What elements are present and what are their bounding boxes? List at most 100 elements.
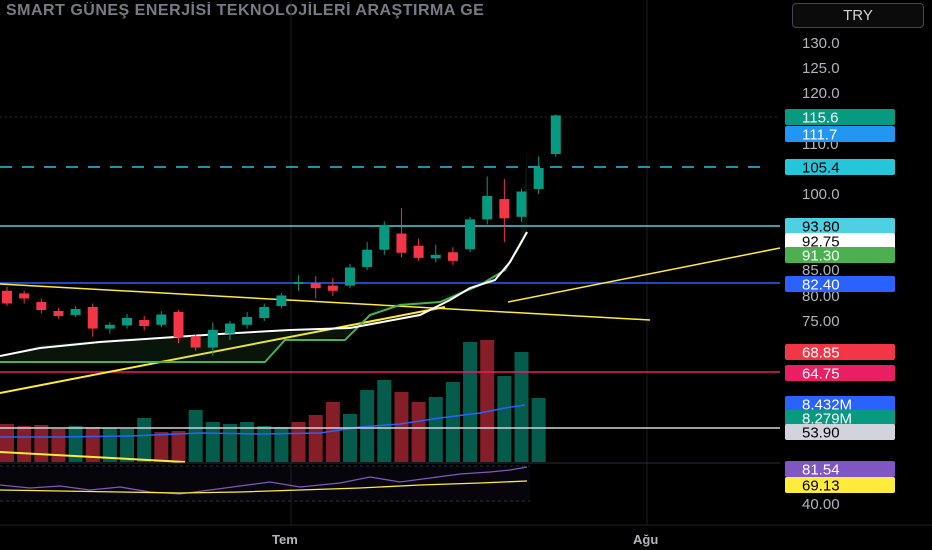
osc-main-line (0, 466, 528, 495)
candle (310, 276, 321, 299)
price-tag: 93.80 (785, 218, 895, 236)
candle-body (207, 329, 218, 348)
price-tag-bg (785, 218, 895, 234)
price-tag: 64.75 (785, 365, 895, 383)
price-tag-label: 8.279M (802, 411, 852, 428)
volume-bar (291, 422, 306, 462)
candle-body (516, 191, 527, 217)
osc-signal-line (0, 480, 528, 494)
candle-body (293, 281, 304, 285)
candle (327, 277, 338, 296)
price-tag-label: 93.80 (802, 219, 840, 236)
price-tag-label: 91.30 (802, 248, 840, 265)
candle (276, 292, 287, 309)
price-tick-label: 120.0 (802, 85, 840, 102)
price-tag-label: 64.75 (802, 366, 840, 383)
candle (345, 263, 355, 289)
candle (104, 322, 115, 334)
volume-ma-line (0, 404, 526, 438)
candle-body (53, 311, 64, 316)
price-tag-label: 111.7 (802, 127, 837, 144)
volume-bar (17, 426, 32, 462)
candle (362, 242, 373, 270)
price-tag-bg (785, 477, 895, 493)
price-tick-label: 130.0 (802, 35, 840, 52)
price-tag-label: 81.54 (802, 462, 840, 479)
volume-bar (325, 402, 340, 462)
price-tag-bg (785, 410, 895, 426)
candle-body (482, 196, 493, 220)
candle-body (413, 245, 424, 258)
chart-title: SMART GÜNEŞ ENERJİSİ TEKNOLOJİLERİ ARAŞT… (6, 2, 485, 19)
price-tag: 82.40 (785, 276, 895, 294)
candle-body (104, 324, 115, 329)
candle (224, 321, 235, 340)
candle-body (87, 307, 98, 329)
volume-bar (308, 415, 323, 462)
candle (396, 208, 407, 258)
candle-body (345, 267, 355, 286)
candle-body (139, 320, 150, 327)
price-tag-label: 8.432M (802, 397, 852, 414)
price-tick-label: 125.0 (802, 60, 840, 77)
candle (156, 311, 167, 328)
trendline-up (0, 306, 446, 394)
candle-body (430, 254, 441, 259)
candle (173, 310, 184, 344)
price-tag-bg (785, 276, 895, 292)
volume-bar (428, 397, 443, 462)
candle-body (310, 283, 321, 289)
candle-body (499, 199, 510, 219)
price-tag-label: 69.13 (802, 478, 840, 495)
candle-body (447, 252, 458, 261)
price-tag: 8.279M (785, 410, 895, 428)
volume-bar (531, 398, 546, 462)
volume-bar (240, 422, 255, 462)
candle (139, 316, 150, 331)
price-tick-label: 80.00 (802, 288, 840, 305)
candle-body (379, 224, 390, 250)
price-tag-label: 115.6 (802, 110, 838, 127)
candle-body (36, 302, 47, 310)
candle (190, 334, 201, 351)
trendline-volume (0, 451, 186, 463)
candle-body (242, 317, 253, 325)
price-tag-bg (785, 109, 895, 125)
price-tag: 92.75 (785, 233, 895, 251)
volume-bar (34, 425, 49, 462)
time-axis-label: Ağu (633, 532, 658, 547)
volume-bar (205, 422, 220, 462)
price-tag-label: 92.75 (802, 234, 840, 251)
candle-body (224, 323, 235, 334)
volume-bar (411, 402, 426, 462)
volume-bar (51, 429, 66, 462)
price-tag-bg (785, 461, 895, 477)
candle-body (70, 309, 81, 315)
candle-body (465, 219, 476, 250)
price-tag: 8.432M (785, 396, 895, 414)
volume-bar (120, 429, 135, 462)
price-tick-label: 40.00 (802, 496, 840, 513)
volume-bar (514, 352, 529, 462)
time-axis-label: Tem (272, 532, 298, 547)
volume-bar (497, 376, 512, 462)
price-tag-bg (785, 247, 895, 263)
price-tag-label: 53.90 (802, 425, 840, 442)
price-tag: 68.85 (785, 344, 895, 362)
price-tag: 81.54 (785, 461, 895, 479)
candle-body (276, 295, 287, 306)
candle-body (156, 314, 167, 325)
candle-body (327, 285, 338, 291)
candle (516, 189, 527, 222)
currency-button[interactable]: TRY (792, 3, 924, 28)
candle (465, 216, 476, 253)
price-tag-bg (785, 396, 895, 412)
candle (379, 221, 390, 255)
volume-bar (394, 392, 409, 462)
candle (430, 244, 441, 263)
price-tag: 105.4 (785, 159, 895, 177)
candle (87, 303, 98, 337)
price-tick-label: 75.00 (802, 313, 840, 330)
candle-body (190, 336, 201, 348)
